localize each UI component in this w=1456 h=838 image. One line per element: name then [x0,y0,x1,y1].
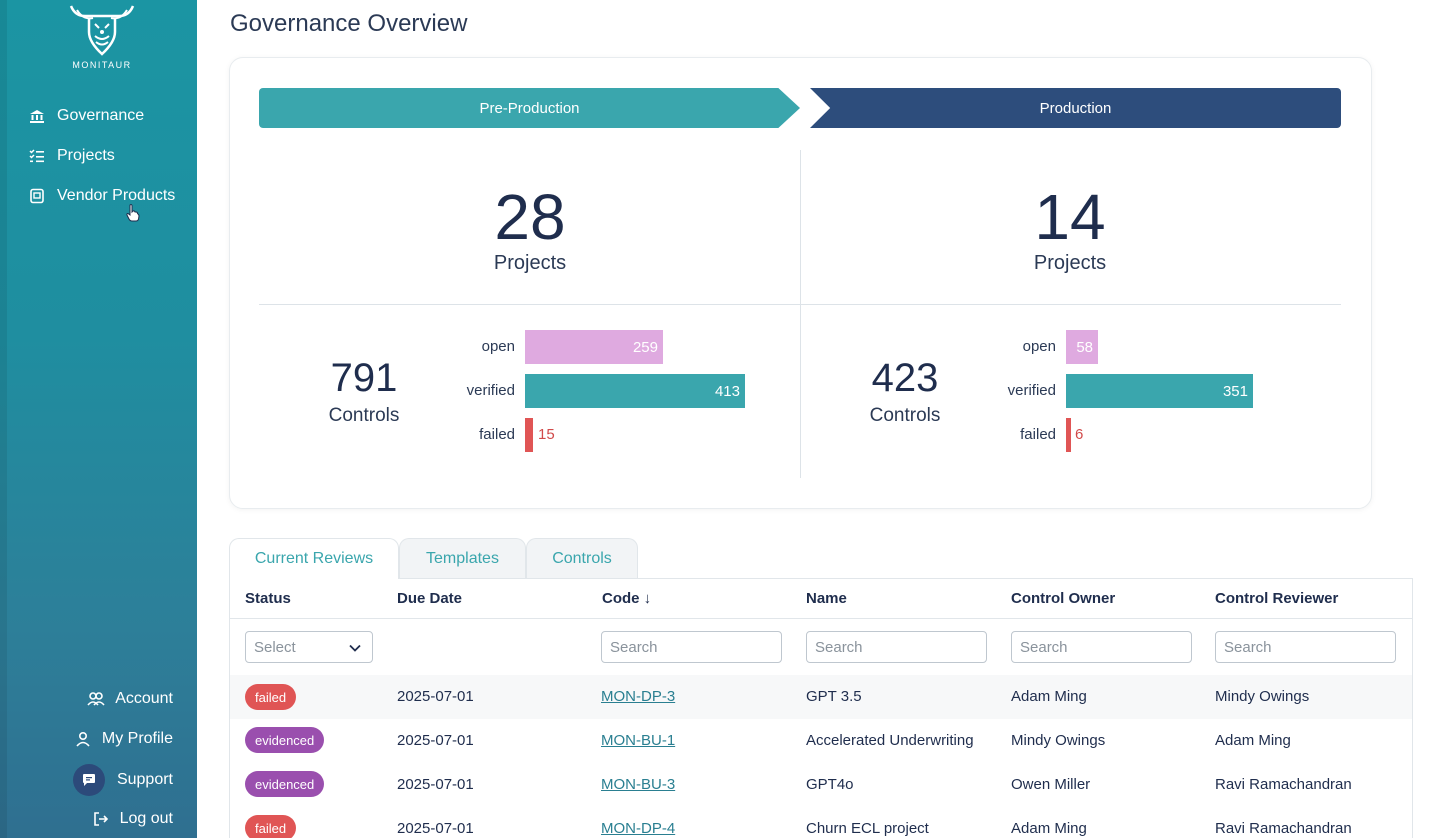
pre-open-label: open [481,338,515,355]
due-date-cell: 2025-07-01 [397,732,474,749]
prod-verified-bar: 351 [1066,374,1253,408]
sidebar-item-support[interactable]: Support [72,764,173,796]
brand-logo[interactable]: MONITAUR [62,2,142,74]
prod-open-label: open [1022,338,1056,355]
name-cell: Accelerated Underwriting [806,732,974,749]
owner-search-input[interactable] [1011,631,1192,663]
reviewer-cell: Ravi Ramachandran [1215,820,1352,837]
code-link[interactable]: MON-DP-4 [601,820,676,837]
pre-controls-count: 791 [330,356,398,400]
sidebar-item-label: Support [116,771,173,788]
sidebar-item-label: Vendor Products [57,187,176,204]
reviewer-search-input[interactable] [1215,631,1396,663]
column-header-control-owner[interactable]: Control Owner [1011,590,1116,607]
due-date-cell: 2025-07-01 [397,688,474,705]
column-header-code[interactable]: Code ↓ [602,590,652,607]
column-header-status[interactable]: Status [245,590,291,607]
column-header-name[interactable]: Name [806,590,847,607]
pre-failed-value: 15 [538,426,555,443]
sidebar-item-label: Account [115,690,173,707]
prod-failed-bar [1066,418,1071,452]
owner-cell: Mindy Owings [1011,732,1106,749]
prod-projects-label: Projects [1033,252,1107,274]
status-filter-select[interactable]: Select [245,631,373,663]
bank-icon [28,107,46,125]
sidebar-item-label: Governance [57,107,145,124]
header-divider [230,618,1412,619]
monitaur-logo-icon [69,5,135,56]
table-row[interactable] [230,675,1412,719]
phase-production: Production [810,88,1341,128]
name-search-input[interactable] [806,631,987,663]
prod-verified-label: verified [1007,382,1056,399]
column-divider [800,150,801,478]
status-badge: failed [245,684,297,710]
column-header-due-date[interactable]: Due Date [397,590,463,607]
code-link[interactable]: MON-BU-1 [601,732,676,749]
sidebar-item-projects[interactable]: Projects [28,144,115,168]
phase-pre-production: Pre-Production [259,88,800,128]
sidebar-edge [0,0,7,838]
code-link[interactable]: MON-BU-3 [601,776,676,793]
pre-failed-bar [525,418,533,452]
sidebar-item-vendor-products[interactable]: Vendor Products [28,184,175,208]
pre-verified-label: verified [466,382,515,399]
chevron-down-icon [349,644,361,652]
status-badge: evidenced [245,771,325,797]
reviewer-cell: Adam Ming [1215,732,1291,749]
vendor-icon [28,187,46,205]
pre-projects-count: 28 [494,181,566,253]
code-search-input[interactable] [601,631,782,663]
status-filter-value: Select [254,638,296,656]
prod-projects-count: 14 [1034,181,1106,253]
sidebar: MONITAUR Governance Projects Vendor Prod… [0,0,197,838]
prod-controls-count: 423 [871,356,939,400]
pre-projects-label: Projects [493,252,567,274]
name-cell: GPT 3.5 [806,688,862,705]
sidebar-item-my-profile[interactable]: My Profile [74,726,173,752]
chat-icon [72,764,105,796]
reviewer-cell: Ravi Ramachandran [1215,776,1352,793]
prod-failed-value: 6 [1075,426,1084,443]
status-badge: failed [245,815,297,838]
status-badge: evidenced [245,727,325,753]
tab-templates[interactable]: Templates [399,538,526,579]
code-link[interactable]: MON-DP-3 [601,688,676,705]
name-cell: GPT4o [806,776,854,793]
reviewer-cell: Mindy Owings [1215,688,1310,705]
sidebar-item-account[interactable]: Account [87,686,173,712]
name-cell: Churn ECL project [806,820,929,837]
pre-verified-bar: 413 [525,374,745,408]
page-title: Governance Overview [230,10,468,37]
checklist-icon [28,147,46,165]
owner-cell: Owen Miller [1011,776,1091,793]
owner-cell: Adam Ming [1011,820,1087,837]
owner-cell: Adam Ming [1011,688,1087,705]
brand-name: MONITAUR [72,60,132,70]
row-divider-pre [259,304,800,305]
tab-controls[interactable]: Controls [526,538,638,579]
tab-current-reviews[interactable]: Current Reviews [229,538,399,579]
logout-icon [92,810,110,828]
due-date-cell: 2025-07-01 [397,820,474,837]
sidebar-item-label: Projects [57,147,115,164]
sidebar-item-logout[interactable]: Log out [92,806,173,832]
prod-controls-label: Controls [869,405,941,426]
due-date-cell: 2025-07-01 [397,776,474,793]
pre-controls-label: Controls [328,405,400,426]
column-header-control-reviewer[interactable]: Control Reviewer [1215,590,1339,607]
prod-failed-label: failed [1020,426,1056,443]
hand-cursor-icon [126,204,140,222]
users-icon [87,690,105,708]
pre-failed-label: failed [479,426,515,443]
sidebar-item-label: My Profile [101,730,173,747]
pre-open-bar: 259 [525,330,663,364]
sidebar-item-governance[interactable]: Governance [28,104,144,128]
sidebar-item-label: Log out [119,810,173,827]
prod-open-bar: 58 [1066,330,1098,364]
user-icon [74,730,92,748]
row-divider-prod [801,304,1341,305]
